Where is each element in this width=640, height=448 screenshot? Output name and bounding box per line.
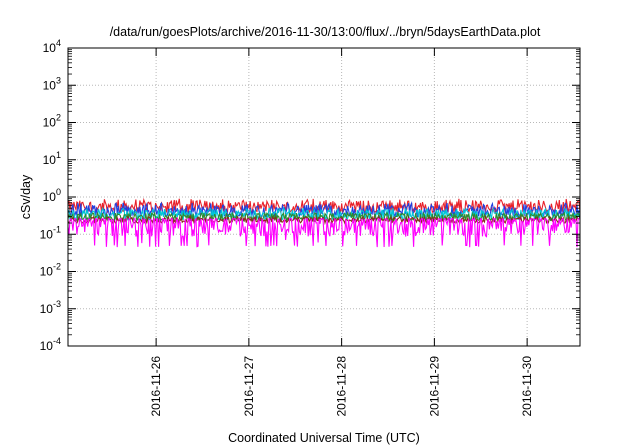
chart-title: /data/run/goesPlots/archive/2016-11-30/1…	[110, 25, 541, 39]
y-tick-label: 103	[43, 75, 61, 92]
y-tick-label: 10-3	[40, 299, 61, 316]
y-tick-labels: 104 103 102 101 100 10-1 10-2 10-3 10-4	[40, 38, 61, 353]
x-tick-label: 2016-11-26	[149, 356, 163, 417]
x-axis-label: Coordinated Universal Time (UTC)	[228, 431, 420, 445]
y-tick-label: 10-4	[40, 336, 61, 353]
x-tick-label: 2016-11-29	[427, 356, 441, 417]
grid	[68, 48, 580, 346]
y-tick-label: 100	[43, 187, 61, 204]
y-tick-label: 10-2	[40, 262, 61, 279]
y-axis-label: cSv/day	[19, 174, 33, 219]
series-line	[67, 216, 581, 248]
series-layer	[67, 197, 581, 248]
x-tick-label: 2016-11-28	[335, 356, 349, 417]
y-tick-label: 101	[43, 150, 61, 167]
x-tick-label: 2016-11-30	[520, 356, 534, 417]
tick-marks	[68, 47, 580, 347]
y-tick-label: 102	[43, 113, 61, 130]
y-tick-label: 10-1	[40, 224, 61, 241]
y-tick-label: 104	[43, 38, 61, 55]
x-tick-label: 2016-11-27	[242, 356, 256, 417]
x-tick-labels: 2016-11-26 2016-11-27 2016-11-28 2016-11-29…	[149, 356, 534, 417]
